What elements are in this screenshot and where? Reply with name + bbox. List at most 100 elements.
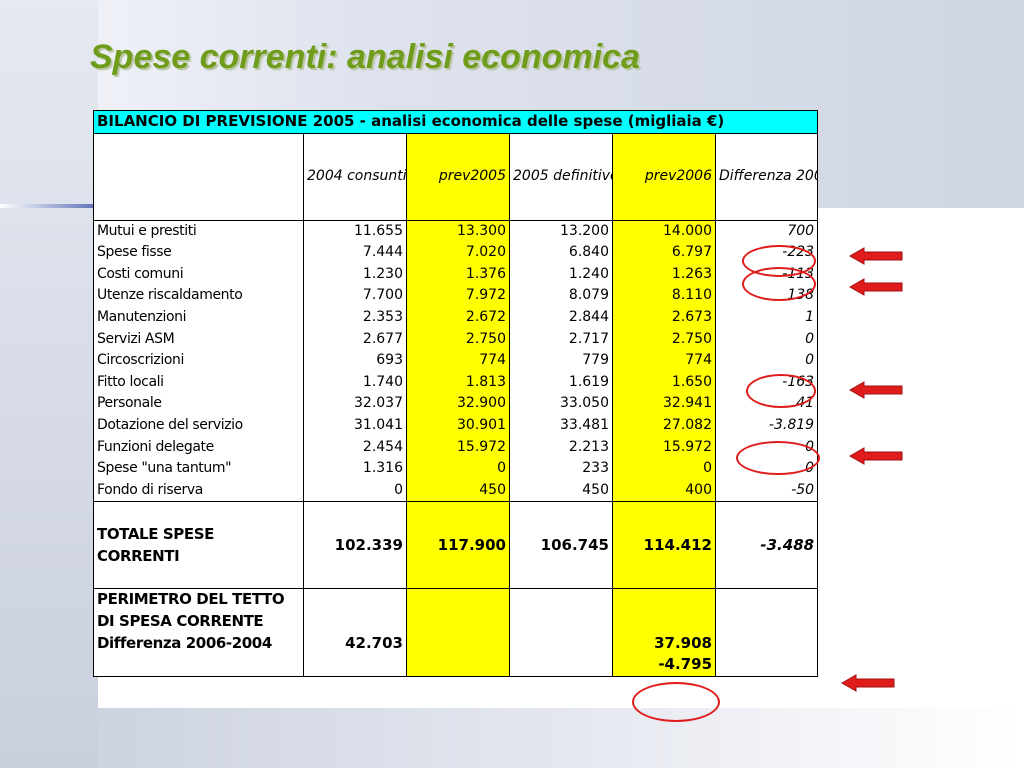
table-row: Fitto locali 1.740 1.813 1.619 1.650 -163 (93, 371, 819, 394)
cell-value: 30.901 (406, 414, 510, 437)
row-label: Manutenzioni (93, 306, 304, 329)
column-header-empty (93, 133, 304, 221)
arrow-left-icon (848, 247, 903, 265)
cell-value: 1.230 (303, 263, 407, 286)
column-header: Differenza 2006 iniziale/ 2005 iniziale (715, 133, 819, 221)
cell-value: 0 (406, 458, 510, 480)
row-label: Funzioni delegate (93, 436, 304, 459)
cell-value: 15.972 (406, 436, 510, 459)
table-row: Servizi ASM 2.677 2.750 2.717 2.750 0 (93, 328, 819, 351)
cell-value: 13.200 (509, 219, 613, 243)
total-row: TOTALE SPESE CORRENTI 102.339 117.900 10… (93, 501, 819, 589)
cell-value: 1 (715, 306, 819, 329)
cell-value: 1.316 (303, 458, 407, 480)
cell-value: 15.972 (612, 436, 716, 459)
cell-value: 13.300 (406, 219, 510, 243)
column-header: prev2005 (406, 133, 510, 221)
row-label: Spese fisse (93, 242, 304, 264)
cell-value: 2.750 (612, 328, 716, 351)
cell-value: 2.672 (406, 306, 510, 329)
cell-value: 0 (612, 458, 716, 480)
total-value: 106.745 (509, 501, 613, 589)
highlight-circle (632, 682, 720, 722)
cell-value: 700 (715, 219, 819, 243)
perimetro-value: 42.703 (303, 588, 407, 677)
total-value: 117.900 (406, 501, 510, 589)
total-label: TOTALE SPESE CORRENTI (93, 501, 304, 589)
cell-value: 450 (406, 479, 510, 502)
highlight-circle (736, 441, 820, 475)
cell-value: 1.650 (612, 371, 716, 394)
cell-value: 1.263 (612, 263, 716, 286)
perimetro-diff-label: Differenza 2006-2004 (97, 633, 272, 652)
cell-value: 6.797 (612, 242, 716, 264)
cell-value: 11.655 (303, 219, 407, 243)
column-header: 2005 definitivo (509, 133, 613, 221)
table-row: Spese "una tantum" 1.316 0 233 0 0 (93, 458, 819, 480)
cell-value: 1.619 (509, 371, 613, 394)
table-row: Personale 32.037 32.900 33.050 32.941 41 (93, 393, 819, 415)
cell-value: 450 (509, 479, 613, 502)
total-value: 114.412 (612, 501, 716, 589)
cell-value: 1.240 (509, 263, 613, 286)
perimetro-2004: 42.703 (345, 633, 403, 652)
row-label: Fondo di riserva (93, 479, 304, 502)
cell-value: 693 (303, 350, 407, 372)
table-row: Utenze riscaldamento 7.700 7.972 8.079 8.110… (93, 285, 819, 307)
cell-value: 7.020 (406, 242, 510, 264)
table-row: Mutui e prestiti 11.655 13.300 13.200 14.000… (93, 219, 819, 243)
table-row: Spese fisse 7.444 7.020 6.840 6.797 -223 (93, 242, 819, 264)
total-value: 102.339 (303, 501, 407, 589)
cell-value: 0 (303, 479, 407, 502)
perimetro-value: 37.908 -4.795 (612, 588, 716, 677)
cell-value: 27.082 (612, 414, 716, 437)
arrow-left-icon (848, 278, 903, 296)
cell-value: 1.376 (406, 263, 510, 286)
cell-value: 774 (406, 350, 510, 372)
table-row: Costi comuni 1.230 1.376 1.240 1.263 -113 (93, 263, 819, 286)
cell-value: 774 (612, 350, 716, 372)
cell-value: 33.481 (509, 414, 613, 437)
table-body: Mutui e prestiti 11.655 13.300 13.200 14.000… (93, 219, 819, 502)
cell-value: 14.000 (612, 219, 716, 243)
table-header: BILANCIO DI PREVISIONE 2005 - analisi ec… (92, 110, 819, 134)
row-label: Fitto locali (93, 371, 304, 394)
cell-value: 2.353 (303, 306, 407, 329)
cell-value: 32.900 (406, 393, 510, 415)
cell-value: 2.677 (303, 328, 407, 351)
cell-value: 2.717 (509, 328, 613, 351)
cell-value: 2.844 (509, 306, 613, 329)
row-label: Utenze riscaldamento (93, 285, 304, 307)
table-row: Dotazione del servizio 31.041 30.901 33.481… (93, 414, 819, 437)
cell-value: 33.050 (509, 393, 613, 415)
arrow-left-icon (848, 381, 903, 399)
table-row: Manutenzioni 2.353 2.672 2.844 2.673 1 (93, 306, 819, 329)
table-row: Circoscrizioni 693 774 779 774 0 (93, 350, 819, 372)
highlight-circle (746, 374, 816, 408)
cell-value: 7.700 (303, 285, 407, 307)
column-header-row: 2004 consuntivo prev2005 2005 definitivo… (93, 133, 819, 221)
cell-value: -3.819 (715, 414, 819, 437)
cell-value: 7.444 (303, 242, 407, 264)
perimetro-diff: -4.795 (658, 655, 712, 674)
cell-value: 8.079 (509, 285, 613, 307)
perimetro-title: PERIMETRO DEL TETTO DI SPESA CORRENTE (97, 590, 285, 630)
cell-value: 32.037 (303, 393, 407, 415)
highlight-circle (742, 267, 816, 301)
arrow-left-icon (848, 447, 903, 465)
column-header: 2004 consuntivo (303, 133, 407, 221)
row-label: Costi comuni (93, 263, 304, 286)
accent-line (0, 204, 140, 208)
cell-value: 32.941 (612, 393, 716, 415)
cell-value: 6.840 (509, 242, 613, 264)
cell-value: 7.972 (406, 285, 510, 307)
row-label: Mutui e prestiti (93, 219, 304, 243)
background-bottom (98, 700, 1024, 768)
budget-table: BILANCIO DI PREVISIONE 2005 - analisi ec… (92, 110, 819, 677)
perimetro-label: PERIMETRO DEL TETTO DI SPESA CORRENTE Di… (93, 588, 304, 677)
table-row: Funzioni delegate 2.454 15.972 2.213 15.972 0 (93, 436, 819, 459)
cell-value: 2.213 (509, 436, 613, 459)
cell-value: 233 (509, 458, 613, 480)
cell-value: 0 (715, 328, 819, 351)
total-value: -3.488 (715, 501, 819, 589)
